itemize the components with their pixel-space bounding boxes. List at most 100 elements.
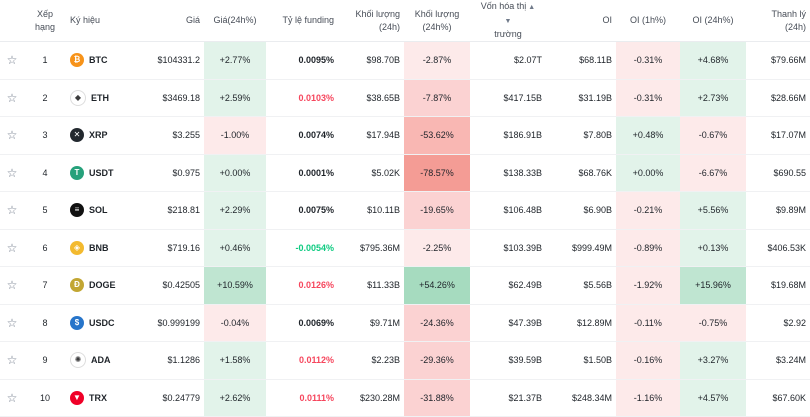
mcap-cell: $39.59B <box>470 341 546 380</box>
funding-cell: 0.0074% <box>266 116 338 155</box>
favorite-star-icon[interactable]: ☆ <box>0 154 24 192</box>
rank-cell: 5 <box>24 191 66 230</box>
favorite-star-icon[interactable]: ☆ <box>0 229 24 267</box>
symbol-label: TRX <box>89 392 107 403</box>
symbol-cell[interactable]: ▼ TRX <box>66 379 136 417</box>
table-row[interactable]: ☆ 9 ✺ ADA $1.1286 +1.58% 0.0112% $2.23B -29.36% $… <box>0 341 810 380</box>
oi-24h-cell: +15.96% <box>680 266 746 305</box>
table-row[interactable]: ☆ 4 T USDT $0.975 +0.00% 0.0001% $5.02K -78.57% $… <box>0 154 810 192</box>
oi-24h-cell: +5.56% <box>680 191 746 230</box>
oi-1h-cell: +0.00% <box>616 154 680 192</box>
mcap-cell: $62.49B <box>470 266 546 305</box>
oi-1h-cell: -0.21% <box>616 191 680 230</box>
favorite-star-icon[interactable]: ☆ <box>0 191 24 230</box>
price-cell: $719.16 <box>136 229 204 267</box>
volume-cell: $98.70B <box>338 41 404 80</box>
favorite-star-icon[interactable]: ☆ <box>0 379 24 417</box>
oi-1h-cell: -0.31% <box>616 79 680 117</box>
favorite-star-icon[interactable]: ☆ <box>0 341 24 380</box>
symbol-cell[interactable]: $ USDC <box>66 304 136 342</box>
oi-24h-cell: +2.73% <box>680 79 746 117</box>
volume-change-cell: +54.26% <box>404 266 470 305</box>
volume-change-cell: -7.87% <box>404 79 470 117</box>
oi-24h-cell: +4.68% <box>680 41 746 80</box>
header-symbol[interactable]: Ký hiệu <box>66 0 136 42</box>
mcap-cell: $106.48B <box>470 191 546 230</box>
volume-cell: $17.94B <box>338 116 404 155</box>
liquidation-cell: $67.60K <box>746 379 810 417</box>
favorite-star-icon[interactable]: ☆ <box>0 266 24 305</box>
oi-cell: $5.56B <box>546 266 616 305</box>
volume-cell: $2.23B <box>338 341 404 380</box>
symbol-label: USDC <box>89 317 115 328</box>
symbol-label: USDT <box>89 167 114 178</box>
table-row[interactable]: ☆ 5 ≡ SOL $218.81 +2.29% 0.0075% $10.11B -19.65%… <box>0 191 810 230</box>
rank-cell: 2 <box>24 79 66 117</box>
oi-24h-cell: +3.27% <box>680 341 746 380</box>
favorite-star-icon[interactable]: ☆ <box>0 116 24 155</box>
oi-24h-cell: -6.67% <box>680 154 746 192</box>
header-volume[interactable]: Khối lượng (24h) <box>338 0 404 42</box>
sort-desc-icon[interactable]: ▲ ▼ <box>504 4 536 25</box>
symbol-label: SOL <box>89 205 108 216</box>
liquidation-cell: $19.68M <box>746 266 810 305</box>
header-oi-24h[interactable]: OI (24h%) <box>680 0 746 42</box>
header-oi-1h[interactable]: OI (1h%) <box>616 0 680 42</box>
header-oi[interactable]: OI <box>546 0 616 42</box>
header-star <box>0 0 24 42</box>
symbol-cell[interactable]: ≡ SOL <box>66 191 136 230</box>
sol-icon: ≡ <box>70 203 84 218</box>
volume-change-cell: -19.65% <box>404 191 470 230</box>
liquidation-cell: $28.66M <box>746 79 810 117</box>
table-header-row: Xếp hạng Ký hiệu Giá Giá(24h%) Tỷ lệ fun… <box>0 0 810 42</box>
header-price[interactable]: Giá <box>136 0 204 42</box>
funding-cell: 0.0112% <box>266 341 338 380</box>
symbol-cell[interactable]: ◈ BNB <box>66 229 136 267</box>
volume-cell: $5.02K <box>338 154 404 192</box>
rank-cell: 1 <box>24 41 66 80</box>
header-mcap-line2: trường <box>494 29 522 39</box>
favorite-star-icon[interactable]: ☆ <box>0 304 24 342</box>
rank-cell: 4 <box>24 154 66 192</box>
oi-24h-cell: +0.13% <box>680 229 746 267</box>
header-liquidation[interactable]: Thanh lý (24h) <box>746 0 810 42</box>
volume-cell: $795.36M <box>338 229 404 267</box>
price-change-cell: +2.29% <box>204 191 266 230</box>
header-price-change[interactable]: Giá(24h%) <box>204 0 266 42</box>
oi-cell: $68.11B <box>546 41 616 80</box>
table-row[interactable]: ☆ 1 ₿ BTC $104331.2 +2.77% 0.0095% $98.70B -2.87… <box>0 41 810 80</box>
table-row[interactable]: ☆ 7 Ð DOGE $0.42505 +10.59% 0.0126% $11.33B +54.… <box>0 266 810 305</box>
oi-24h-cell: +4.57% <box>680 379 746 417</box>
symbol-cell[interactable]: Ð DOGE <box>66 266 136 305</box>
header-mcap[interactable]: Vốn hóa thị ▲ ▼ trường <box>470 0 546 42</box>
rank-cell: 7 <box>24 266 66 305</box>
symbol-cell[interactable]: ✺ ADA <box>66 341 136 380</box>
volume-change-cell: -31.88% <box>404 379 470 417</box>
symbol-label: XRP <box>89 130 108 141</box>
oi-cell: $999.49M <box>546 229 616 267</box>
symbol-cell[interactable]: ◆ ETH <box>66 79 136 117</box>
header-volume-change[interactable]: Khối lượng (24h%) <box>404 0 470 42</box>
mcap-cell: $2.07T <box>470 41 546 80</box>
price-cell: $218.81 <box>136 191 204 230</box>
header-funding[interactable]: Tỷ lệ funding <box>266 0 338 42</box>
header-mcap-line1: Vốn hóa thị <box>480 1 527 11</box>
volume-cell: $38.65B <box>338 79 404 117</box>
table-row[interactable]: ☆ 2 ◆ ETH $3469.18 +2.59% 0.0103% $38.65B -7.87%… <box>0 79 810 117</box>
favorite-star-icon[interactable]: ☆ <box>0 79 24 117</box>
volume-cell: $10.11B <box>338 191 404 230</box>
table-row[interactable]: ☆ 6 ◈ BNB $719.16 +0.46% -0.0054% $795.36M -2.25… <box>0 229 810 267</box>
symbol-cell[interactable]: ✕ XRP <box>66 116 136 155</box>
price-change-cell: +10.59% <box>204 266 266 305</box>
header-rank[interactable]: Xếp hạng <box>24 0 66 42</box>
symbol-cell[interactable]: ₿ BTC <box>66 41 136 80</box>
table-row[interactable]: ☆ 8 $ USDC $0.999199 -0.04% 0.0069% $9.71M -24.3… <box>0 304 810 342</box>
table-row[interactable]: ☆ 3 ✕ XRP $3.255 -1.00% 0.0074% $17.94B -53.62% $… <box>0 116 810 155</box>
table-row[interactable]: ☆ 10 ▼ TRX $0.24779 +2.62% 0.0111% $230.28M -31.… <box>0 379 810 417</box>
oi-cell: $248.34M <box>546 379 616 417</box>
favorite-star-icon[interactable]: ☆ <box>0 41 24 80</box>
symbol-cell[interactable]: T USDT <box>66 154 136 192</box>
symbol-label: BTC <box>89 55 108 66</box>
volume-change-cell: -78.57% <box>404 154 470 192</box>
